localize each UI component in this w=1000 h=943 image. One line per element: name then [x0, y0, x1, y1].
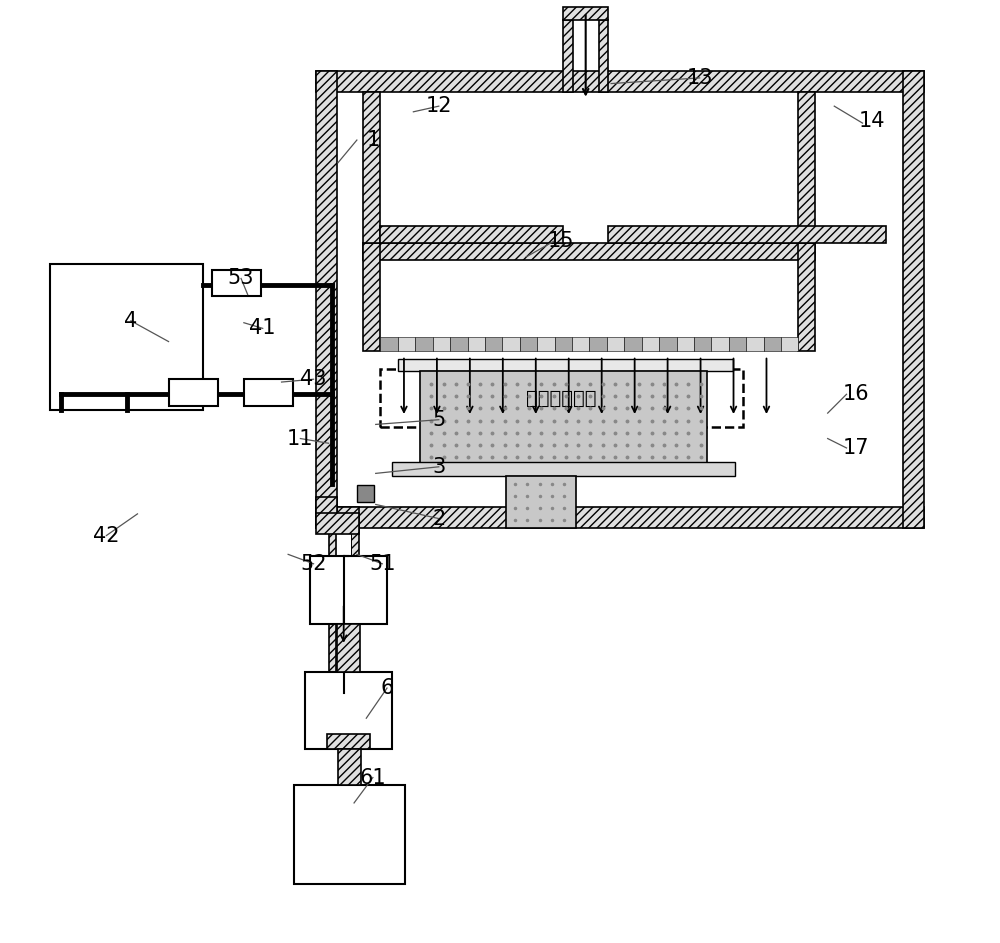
Text: 产生等离子体: 产生等离子体 — [526, 389, 597, 407]
Bar — [798, 92, 815, 242]
Bar — [244, 379, 293, 405]
Text: 15: 15 — [548, 231, 574, 251]
Text: 3: 3 — [432, 456, 445, 477]
Bar — [398, 359, 733, 371]
Bar — [338, 750, 361, 786]
Text: 41: 41 — [249, 319, 276, 339]
Text: 5: 5 — [432, 409, 445, 430]
Text: 13: 13 — [686, 68, 713, 88]
Bar — [711, 337, 729, 351]
Bar — [729, 337, 746, 351]
Text: 4: 4 — [124, 311, 138, 331]
Bar — [903, 72, 924, 528]
Text: 17: 17 — [843, 438, 869, 458]
Bar — [694, 337, 711, 351]
Bar — [563, 20, 573, 92]
Bar — [169, 379, 218, 405]
Text: 2: 2 — [432, 508, 445, 529]
Bar — [599, 20, 608, 92]
Bar — [746, 337, 764, 351]
Bar — [555, 337, 572, 351]
Bar — [316, 514, 359, 535]
Bar — [502, 337, 520, 351]
Bar — [398, 337, 415, 351]
Bar — [380, 225, 563, 242]
Bar — [327, 735, 370, 750]
Bar — [380, 369, 743, 427]
Bar — [50, 264, 203, 410]
Bar — [450, 337, 468, 351]
Bar — [798, 242, 815, 351]
Bar — [415, 337, 433, 351]
Bar — [433, 337, 450, 351]
Bar — [392, 462, 735, 476]
Bar — [337, 624, 360, 672]
Bar — [659, 337, 677, 351]
Text: 43: 43 — [300, 370, 327, 389]
Bar — [316, 72, 924, 92]
Bar — [363, 242, 380, 351]
Bar — [468, 337, 485, 351]
Bar — [420, 371, 707, 467]
Bar — [357, 485, 374, 502]
Text: 51: 51 — [369, 554, 396, 573]
Bar — [764, 337, 781, 351]
Bar — [329, 528, 336, 693]
Bar — [608, 225, 886, 242]
Text: 61: 61 — [360, 768, 386, 787]
Bar — [624, 337, 642, 351]
Text: 53: 53 — [228, 269, 254, 289]
Bar — [316, 72, 337, 528]
Text: 12: 12 — [426, 96, 452, 116]
Bar — [337, 507, 359, 528]
Bar — [537, 337, 555, 351]
Bar — [363, 242, 815, 259]
Bar — [305, 672, 392, 750]
Bar — [316, 497, 337, 528]
Bar — [572, 337, 589, 351]
Bar — [380, 337, 398, 351]
Bar — [520, 337, 537, 351]
Bar — [607, 337, 624, 351]
Text: 6: 6 — [380, 678, 394, 698]
Bar — [506, 476, 576, 528]
Text: 14: 14 — [859, 111, 885, 131]
Text: 42: 42 — [93, 525, 120, 546]
Bar — [294, 786, 405, 884]
Text: 52: 52 — [300, 554, 327, 573]
Bar — [212, 270, 261, 296]
Bar — [642, 337, 659, 351]
Bar — [351, 528, 359, 693]
Bar — [363, 92, 380, 242]
Text: 11: 11 — [287, 428, 314, 449]
Bar — [310, 556, 387, 624]
Bar — [677, 337, 694, 351]
Bar — [589, 337, 607, 351]
Bar — [563, 8, 608, 20]
Bar — [316, 507, 924, 528]
Bar — [485, 337, 502, 351]
Bar — [781, 337, 798, 351]
Text: 1: 1 — [366, 130, 380, 150]
Text: 16: 16 — [843, 385, 869, 405]
Bar — [336, 528, 351, 693]
